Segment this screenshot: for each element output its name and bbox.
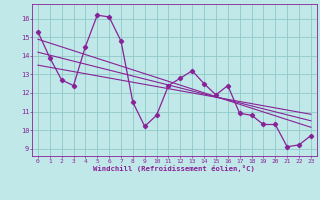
X-axis label: Windchill (Refroidissement éolien,°C): Windchill (Refroidissement éolien,°C) — [93, 165, 255, 172]
